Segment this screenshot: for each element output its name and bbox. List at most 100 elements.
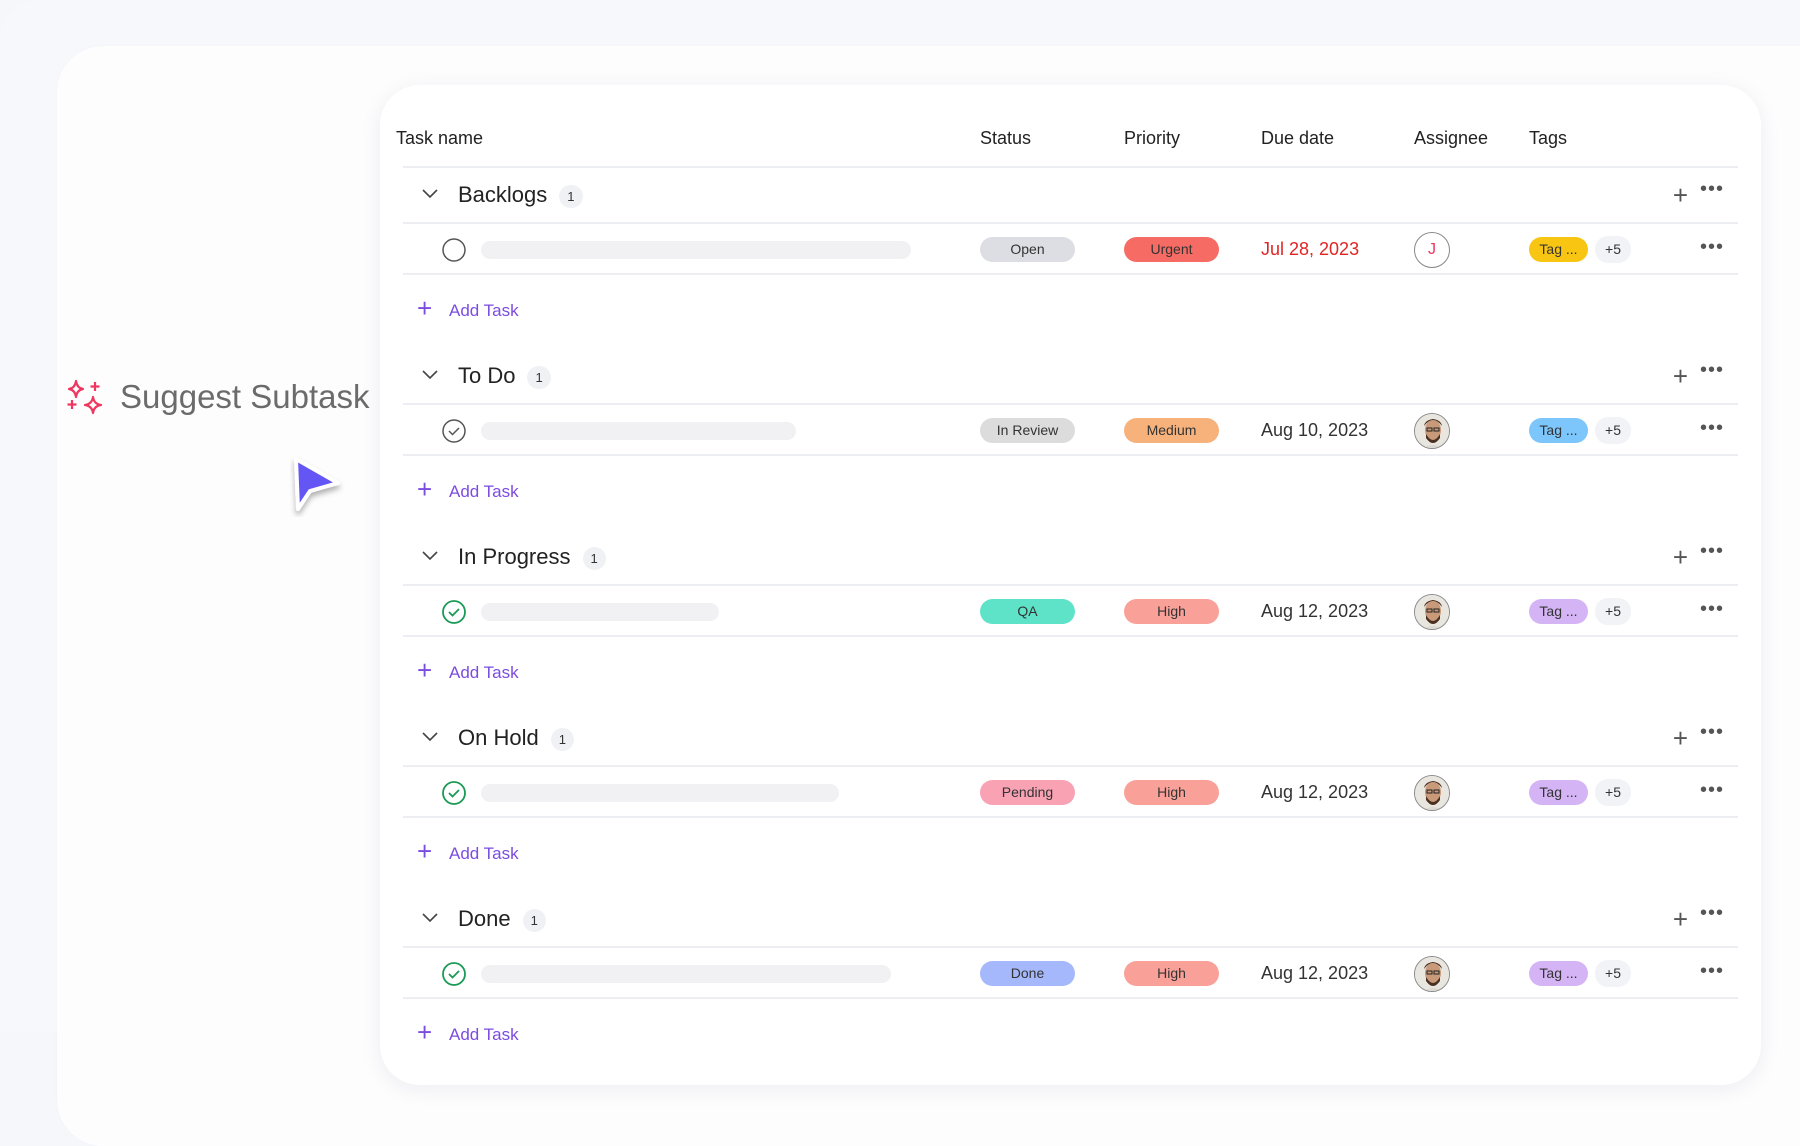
add-task-button[interactable]: + Add Task [403,999,1738,1073]
more-tags-badge[interactable]: +5 [1595,417,1631,444]
column-due-date[interactable]: Due date [1261,128,1335,148]
status-badge[interactable]: Open [980,237,1075,262]
column-priority[interactable]: Priority [1124,128,1181,148]
tag-badge[interactable]: Tag ... [1529,237,1588,262]
column-status[interactable]: Status [980,128,1032,148]
avatar[interactable] [1414,594,1450,630]
group-name: Done [458,906,511,931]
column-tags[interactable]: Tags [1529,128,1568,148]
task-name-placeholder [481,241,911,259]
more-options-icon[interactable]: ••• [1699,540,1724,562]
group-count-badge: 1 [559,184,583,208]
chevron-down-icon[interactable] [421,188,439,200]
table-row[interactable]: QA High Aug 12, 2023 Tag ... +5 ••• [403,586,1738,637]
task-group: In Progress 1 + ••• QA High Aug 12, 2023 … [403,530,1738,711]
task-group: On Hold 1 + ••• Pending High Aug 12, 2023… [403,711,1738,892]
due-date[interactable]: Aug 12, 2023 [1261,601,1369,621]
row-options-icon[interactable]: ••• [1699,598,1724,620]
add-icon[interactable]: + [1672,904,1688,934]
priority-badge[interactable]: Urgent [1124,237,1219,262]
group-count-badge: 1 [550,727,574,751]
priority-badge[interactable]: High [1124,599,1219,624]
add-icon[interactable]: + [1672,542,1688,572]
plus-icon: + [417,474,433,504]
group-header: On Hold 1 + ••• [403,711,1738,767]
row-options-icon[interactable]: ••• [1699,960,1724,982]
group-name: Backlogs [458,182,548,207]
more-tags-badge[interactable]: +5 [1595,960,1631,987]
status-badge[interactable]: Done [980,961,1075,986]
group-name: In Progress [458,544,571,569]
add-task-label: Add Task [449,844,519,863]
more-options-icon[interactable]: ••• [1699,359,1724,381]
add-task-button[interactable]: + Add Task [403,637,1738,711]
table-row[interactable]: Pending High Aug 12, 2023 Tag ... +5 ••• [403,767,1738,818]
status-badge[interactable]: Pending [980,780,1075,805]
priority-badge[interactable]: High [1124,780,1219,805]
add-task-label: Add Task [449,1025,519,1044]
task-complete-checkbox[interactable] [441,599,467,630]
add-task-label: Add Task [449,663,519,682]
due-date[interactable]: Aug 10, 2023 [1261,420,1369,440]
chevron-down-icon[interactable] [421,912,439,924]
more-tags-badge[interactable]: +5 [1595,779,1631,806]
tag-badge[interactable]: Tag ... [1529,961,1588,986]
table-row[interactable]: In Review Medium Aug 10, 2023 Tag ... +5… [403,405,1738,456]
table-header: Task name Status Priority Due date Assig… [396,85,1738,168]
task-group: To Do 1 + ••• In Review Medium Aug 10, 20… [403,349,1738,530]
add-icon[interactable]: + [1672,361,1688,391]
status-badge[interactable]: In Review [980,418,1075,443]
task-complete-checkbox[interactable] [441,961,467,992]
add-icon[interactable]: + [1672,723,1688,753]
more-tags-badge[interactable]: +5 [1595,598,1631,625]
row-options-icon[interactable]: ••• [1699,417,1724,439]
column-assignee[interactable]: Assignee [1414,128,1489,148]
plus-icon: + [417,836,433,866]
table-row[interactable]: Done High Aug 12, 2023 Tag ... +5 ••• [403,948,1738,999]
avatar[interactable]: J [1414,232,1450,268]
suggest-subtask-button[interactable]: Suggest Subtask [66,378,370,416]
tag-badge[interactable]: Tag ... [1529,418,1588,443]
add-task-button[interactable]: + Add Task [403,818,1738,892]
task-name-placeholder [481,784,839,802]
avatar[interactable] [1414,413,1450,449]
more-options-icon[interactable]: ••• [1699,902,1724,924]
task-list-card: Task name Status Priority Due date Assig… [380,85,1761,1085]
due-date[interactable]: Aug 12, 2023 [1261,782,1369,802]
group-name: On Hold [458,725,539,750]
task-complete-checkbox[interactable] [441,237,467,268]
more-tags-badge[interactable]: +5 [1595,236,1631,263]
plus-icon: + [417,293,433,323]
row-options-icon[interactable]: ••• [1699,236,1724,258]
sparkles-icon [67,379,103,415]
group-count-badge: 1 [527,365,551,389]
add-task-button[interactable]: + Add Task [403,456,1738,530]
avatar[interactable] [1414,775,1450,811]
more-options-icon[interactable]: ••• [1699,721,1724,743]
group-count-badge: 1 [582,546,606,570]
column-task-name[interactable]: Task name [396,128,484,148]
cursor-pointer-icon [294,457,340,511]
more-options-icon[interactable]: ••• [1699,178,1724,200]
group-name: To Do [458,363,516,388]
priority-badge[interactable]: Medium [1124,418,1219,443]
task-groups: Backlogs 1 + ••• Open Urgent Jul 28, 2023… [403,168,1738,1073]
add-task-button[interactable]: + Add Task [403,275,1738,349]
group-header: Backlogs 1 + ••• [403,168,1738,224]
task-group: Backlogs 1 + ••• Open Urgent Jul 28, 2023… [403,168,1738,349]
chevron-down-icon[interactable] [421,369,439,381]
due-date[interactable]: Jul 28, 2023 [1261,239,1360,259]
tag-badge[interactable]: Tag ... [1529,599,1588,624]
status-badge[interactable]: QA [980,599,1075,624]
chevron-down-icon[interactable] [421,550,439,562]
tag-badge[interactable]: Tag ... [1529,780,1588,805]
chevron-down-icon[interactable] [421,731,439,743]
avatar[interactable] [1414,956,1450,992]
table-row[interactable]: Open Urgent Jul 28, 2023 J Tag ... +5 ••… [403,224,1738,275]
priority-badge[interactable]: High [1124,961,1219,986]
task-complete-checkbox[interactable] [441,418,467,449]
task-complete-checkbox[interactable] [441,780,467,811]
add-icon[interactable]: + [1672,180,1688,210]
row-options-icon[interactable]: ••• [1699,779,1724,801]
due-date[interactable]: Aug 12, 2023 [1261,963,1369,983]
